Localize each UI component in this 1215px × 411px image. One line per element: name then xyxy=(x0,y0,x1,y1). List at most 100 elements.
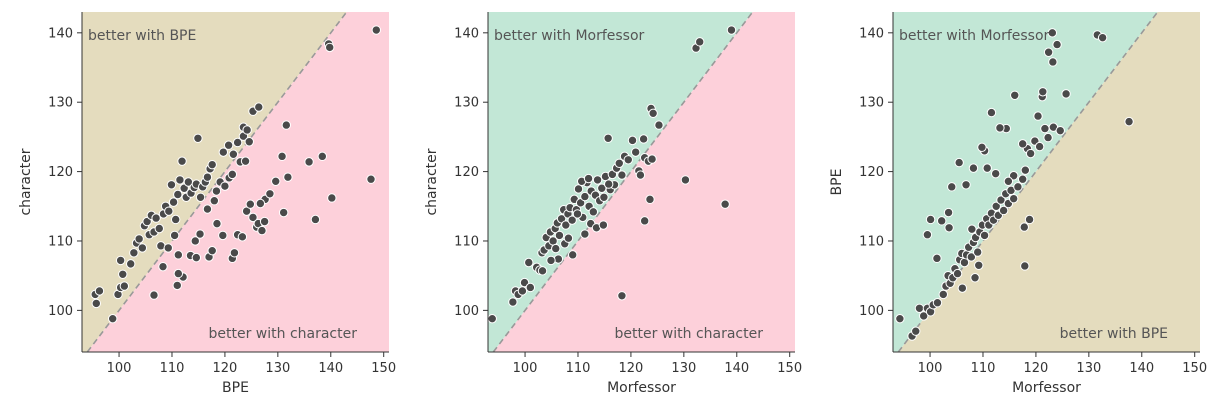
data-point xyxy=(173,250,184,260)
data-point xyxy=(563,233,574,243)
data-point xyxy=(998,205,1009,216)
x-axis-label: Morfessor xyxy=(1012,380,1081,396)
data-point xyxy=(223,140,234,150)
data-point xyxy=(129,248,139,258)
data-point xyxy=(228,149,239,159)
data-point xyxy=(592,175,603,185)
data-point xyxy=(1025,148,1036,159)
data-point xyxy=(638,134,649,144)
data-point xyxy=(1047,28,1058,38)
data-point xyxy=(119,281,130,291)
data-point xyxy=(617,291,627,301)
lower-region xyxy=(493,12,795,352)
x-tick-label: 140 xyxy=(1129,361,1154,376)
data-point xyxy=(614,158,624,168)
data-point xyxy=(1008,171,1019,181)
data-point xyxy=(561,220,571,230)
data-point xyxy=(603,133,613,143)
data-point xyxy=(972,247,983,257)
data-point xyxy=(1019,222,1029,232)
data-point xyxy=(627,135,638,146)
data-point xyxy=(191,252,202,263)
data-point xyxy=(635,170,646,180)
y-tick-label: 130 xyxy=(859,96,884,111)
data-point xyxy=(245,199,256,209)
data-point xyxy=(317,151,328,162)
y-tick-label: 110 xyxy=(859,234,884,249)
data-point xyxy=(232,137,243,148)
upper-region-label: better with BPE xyxy=(88,28,196,44)
data-point xyxy=(991,201,1001,211)
y-tick-label: 110 xyxy=(454,234,479,249)
data-point xyxy=(151,213,161,223)
data-point xyxy=(982,163,992,173)
x-tick-label: 140 xyxy=(724,361,749,376)
x-axis-label: Morfessor xyxy=(607,380,676,396)
data-point xyxy=(598,220,609,230)
data-point xyxy=(325,42,335,53)
data-point xyxy=(925,214,936,225)
data-point xyxy=(1097,32,1108,43)
lower-region xyxy=(898,12,1200,352)
y-tick-label: 120 xyxy=(48,165,73,180)
data-point xyxy=(546,255,556,266)
data-point xyxy=(977,142,987,153)
y-tick-label: 140 xyxy=(454,26,479,41)
data-point xyxy=(623,155,633,165)
y-axis-label: BPE xyxy=(829,169,845,196)
y-tick-label: 110 xyxy=(48,234,73,249)
data-point xyxy=(979,230,990,241)
data-point xyxy=(207,245,217,256)
upper-region-label: better with Morfessor xyxy=(899,28,1050,44)
x-tick-label: 140 xyxy=(318,361,343,376)
data-point xyxy=(1003,176,1014,187)
data-point xyxy=(961,180,971,190)
data-point xyxy=(967,224,977,234)
data-point xyxy=(1055,125,1065,136)
y-tick-label: 130 xyxy=(48,96,73,111)
data-point xyxy=(957,283,968,293)
data-point xyxy=(244,137,254,147)
x-axis-label: BPE xyxy=(222,380,249,396)
data-point xyxy=(630,147,641,157)
data-point xyxy=(163,243,173,253)
data-point xyxy=(212,218,222,229)
y-tick-label: 130 xyxy=(454,96,479,111)
data-point xyxy=(257,225,267,236)
data-point xyxy=(134,234,144,244)
x-tick-label: 130 xyxy=(1076,361,1101,376)
data-point xyxy=(248,212,258,223)
x-tick-label: 150 xyxy=(371,361,396,376)
y-tick-label: 100 xyxy=(454,304,479,319)
data-point xyxy=(525,282,536,293)
data-point xyxy=(209,196,220,206)
x-tick-label: 100 xyxy=(513,361,538,376)
data-point xyxy=(1052,39,1062,50)
data-point xyxy=(508,297,518,307)
data-point xyxy=(265,189,275,199)
data-point xyxy=(954,157,964,168)
data-point xyxy=(639,216,650,226)
data-point xyxy=(648,108,658,119)
data-point xyxy=(947,182,957,192)
data-point xyxy=(970,273,980,283)
data-point xyxy=(371,25,381,35)
data-point xyxy=(932,298,943,308)
data-point xyxy=(259,216,270,227)
panel-morfessor-vs-bpe: 100 110 120 130 140 150 100 110 120 130 140 Morfess… xyxy=(829,11,1207,396)
data-point xyxy=(1034,141,1045,152)
lower-region-label: better with character xyxy=(209,326,358,342)
x-tick-label: 150 xyxy=(777,361,802,376)
x-tick-label: 110 xyxy=(971,361,996,376)
data-point xyxy=(1020,261,1030,271)
x-tick-label: 100 xyxy=(107,361,132,376)
x-tick-label: 110 xyxy=(566,361,591,376)
data-point xyxy=(726,25,737,35)
data-point xyxy=(177,156,187,166)
data-point xyxy=(1017,174,1028,184)
data-point xyxy=(996,195,1006,205)
data-point xyxy=(277,151,287,162)
lower-region-label: better with BPE xyxy=(1060,326,1168,342)
